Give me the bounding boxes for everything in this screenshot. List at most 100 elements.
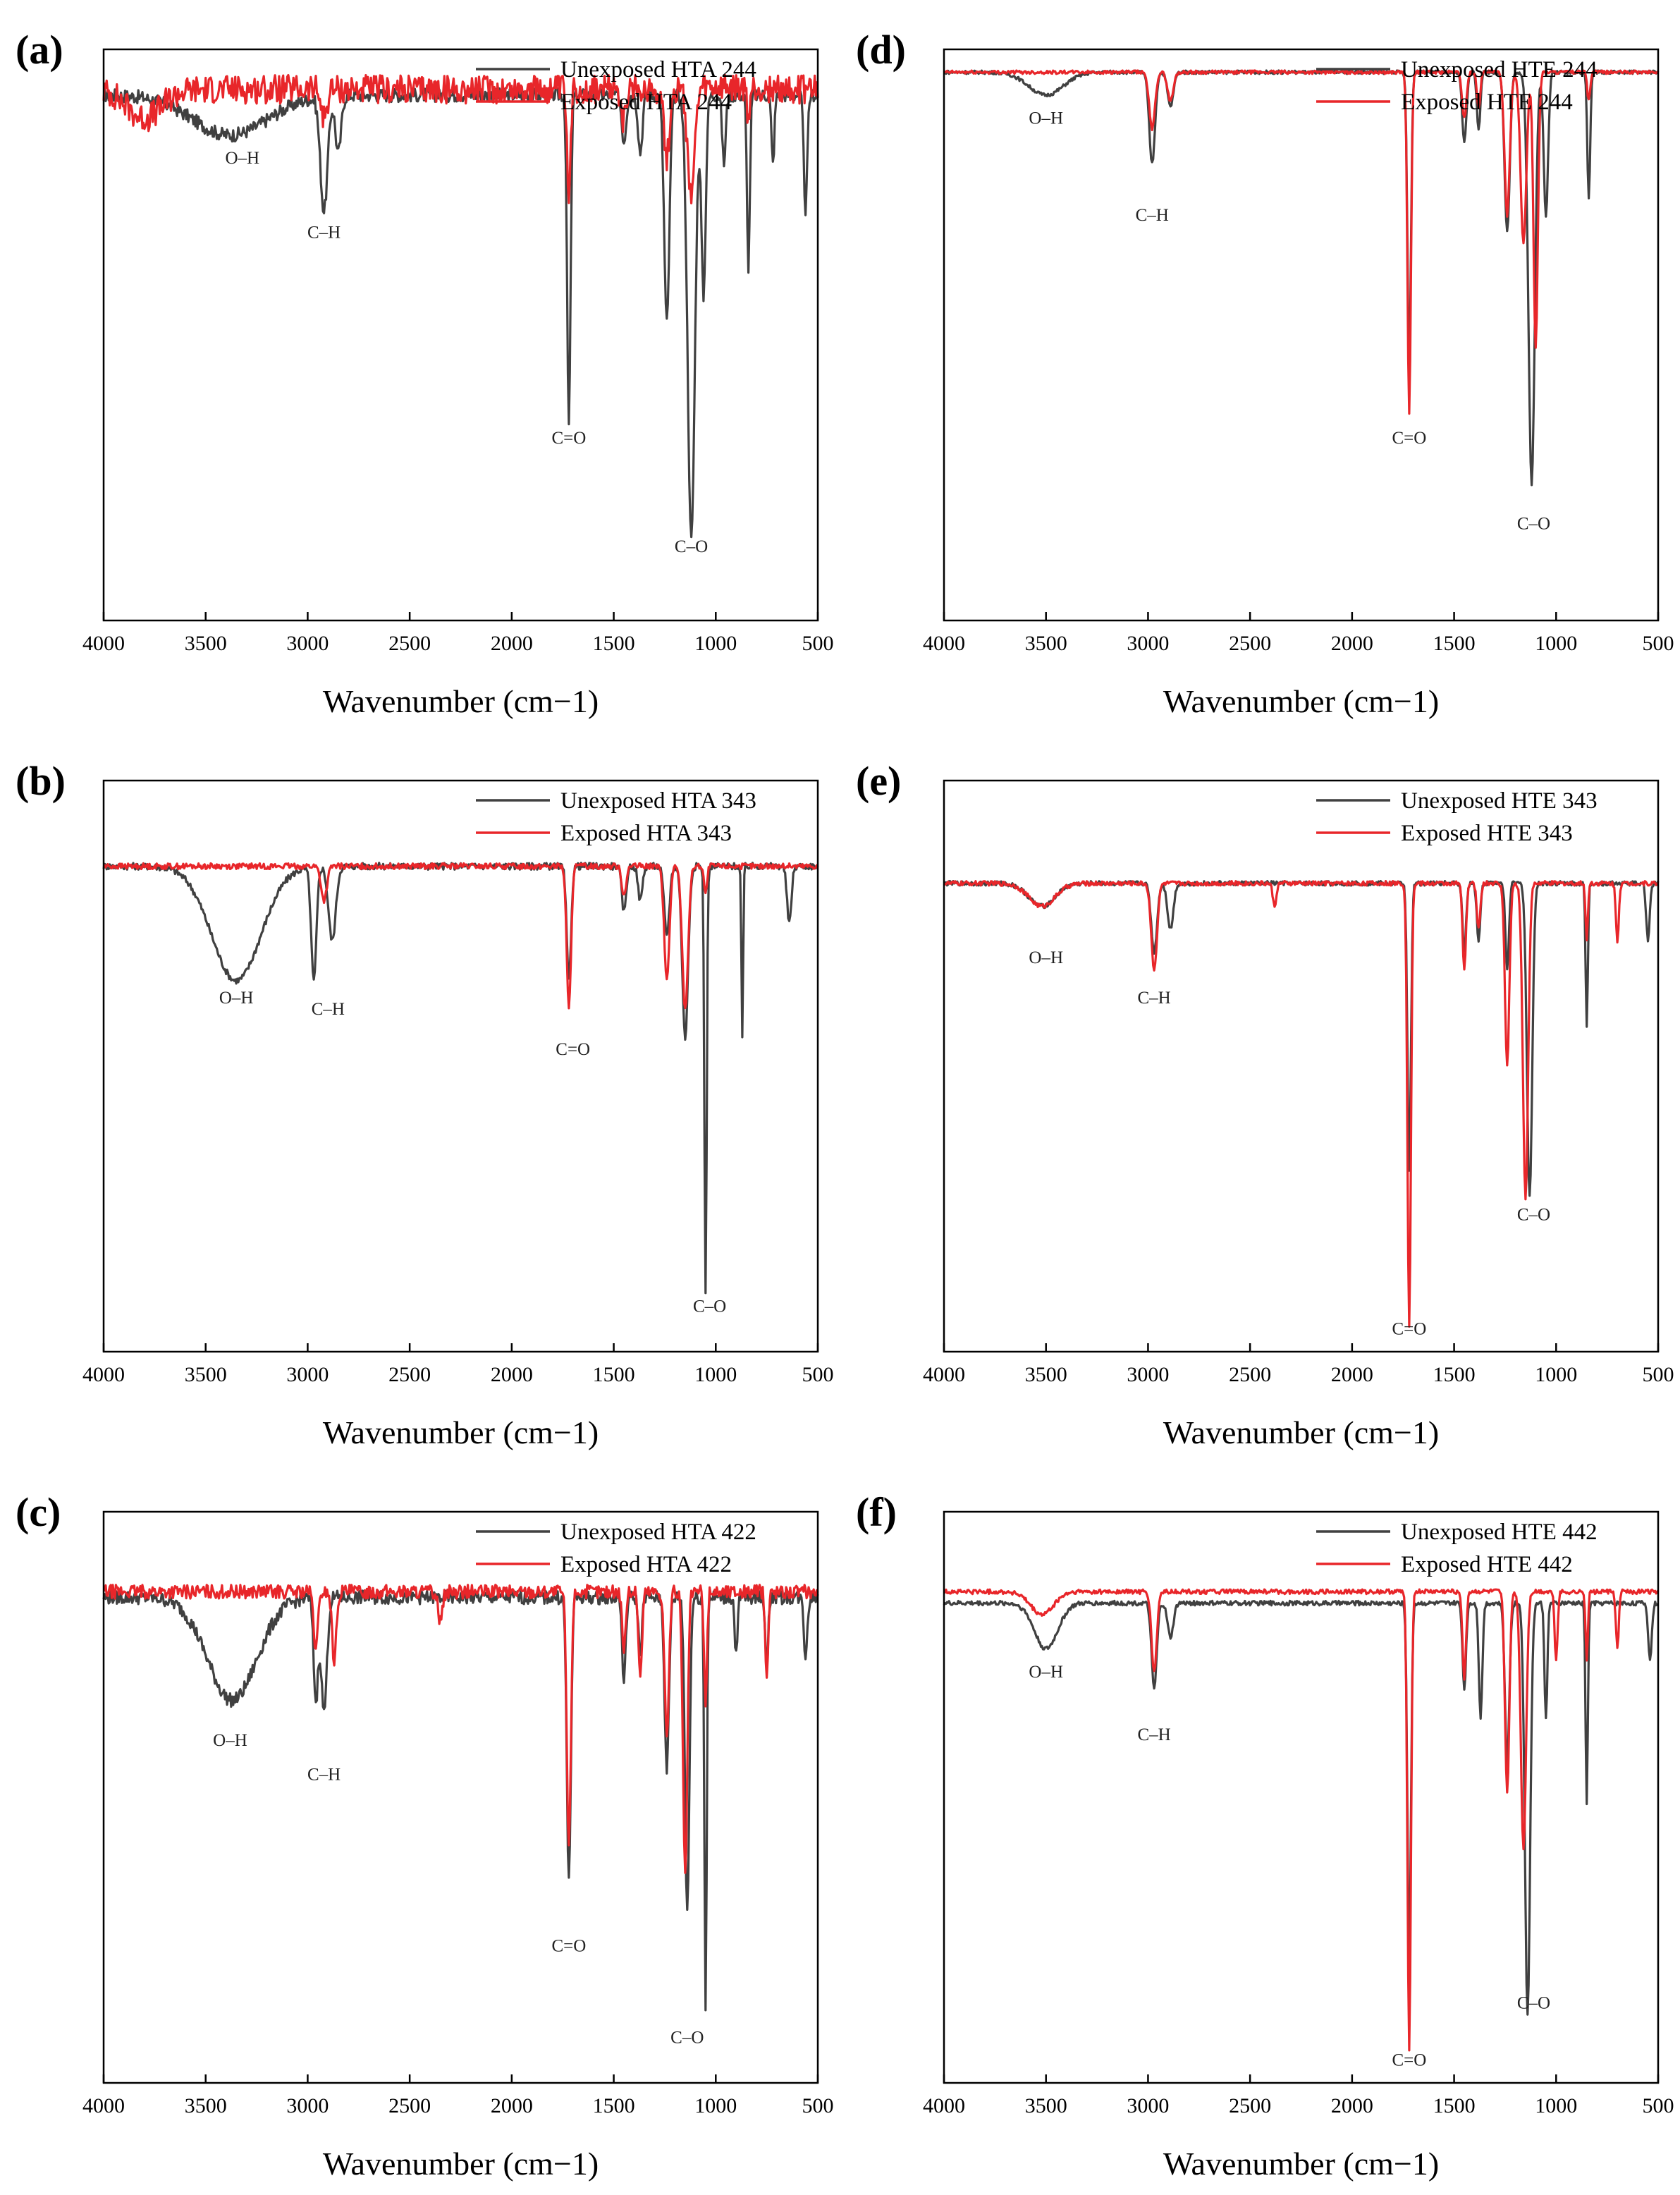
x-tick-label-d-5: 1500: [1433, 632, 1476, 655]
x-tick-label-a-2: 3000: [286, 632, 329, 655]
chart-d-svg: 4000 3500 3000 2500 2000 1500 1000 500 Wavenumbe…: [856, 27, 1674, 719]
annotation-e-1: C–H: [1137, 989, 1170, 1008]
series-line-c-exposed: [103, 1584, 819, 1874]
legend-label-f-unexposed: Unexposed HTE 442: [1401, 1520, 1598, 1545]
plot-frame-c: [102, 1510, 819, 2084]
chart-f-svg: 4000 3500 3000 2500 2000 1500 1000 500 Wavenumbe…: [856, 1489, 1674, 2182]
annotation-b-1: C–H: [312, 1000, 345, 1019]
legend-label-e-exposed: Exposed HTE 343: [1401, 821, 1573, 846]
annotation-b-3: C–O: [693, 1297, 726, 1316]
x-tick-label-c-0: 4000: [82, 2094, 125, 2117]
annotation-b-2: C=O: [556, 1040, 590, 1059]
series-line-e-unexposed: [943, 880, 1660, 1197]
x-tick-label-b-7: 500: [802, 1363, 834, 1386]
x-tick-label-f-3: 2500: [1229, 2094, 1271, 2117]
legend-label-c-unexposed: Unexposed HTA 422: [560, 1520, 756, 1545]
x-tick-label-a-6: 1000: [694, 632, 737, 655]
panel-label-f: (f): [856, 1489, 897, 1535]
legend-label-e-unexposed: Unexposed HTE 343: [1401, 788, 1598, 814]
x-tick-label-c-4: 2000: [491, 2094, 533, 2117]
annotation-a-0: O–H: [226, 149, 260, 168]
x-tick-label-d-4: 2000: [1331, 632, 1373, 655]
annotation-e-0: O–H: [1029, 948, 1063, 967]
x-tick-label-d-7: 500: [1643, 632, 1674, 655]
x-axis-label-a: Wavenumber (cm−1): [323, 683, 599, 719]
legend-label-c-exposed: Exposed HTA 422: [560, 1552, 732, 1577]
plot-frame-f: [943, 1510, 1660, 2084]
legend-label-d-exposed: Exposed HTE 244: [1401, 90, 1573, 115]
annotation-d-0: O–H: [1029, 109, 1063, 128]
series-line-b-unexposed: [102, 862, 818, 1295]
series-line-f-unexposed: [943, 1599, 1659, 2016]
legend-label-a-unexposed: Unexposed HTA 244: [560, 57, 756, 82]
x-tick-label-b-2: 3000: [286, 1363, 329, 1386]
x-tick-label-b-6: 1000: [694, 1363, 737, 1386]
annotation-d-3: C–O: [1517, 514, 1550, 533]
x-tick-label-f-6: 1000: [1535, 2094, 1577, 2117]
x-tick-label-a-7: 500: [802, 632, 834, 655]
series-line-d-unexposed: [943, 69, 1660, 487]
x-axis-label-b: Wavenumber (cm−1): [323, 1414, 599, 1450]
chart-a-svg: 4000 3500 3000 2500 2000 1500 1000 500 Wavenumbe…: [16, 27, 834, 719]
series-line-e-exposed: [943, 880, 1660, 1328]
x-tick-label-b-3: 2500: [388, 1363, 431, 1386]
chart-c-svg: 4000 3500 3000 2500 2000 1500 1000 500 Wavenumbe…: [16, 1489, 834, 2182]
panel-d: 4000 3500 3000 2500 2000 1500 1000 500 Wavenumbe…: [840, 0, 1680, 731]
x-tick-label-d-3: 2500: [1229, 632, 1271, 655]
panel-e: 4000 3500 3000 2500 2000 1500 1000 500 Wavenumbe…: [840, 731, 1680, 1462]
annotation-c-0: O–H: [213, 1731, 247, 1750]
x-tick-label-c-2: 3000: [286, 2094, 329, 2117]
x-tick-label-c-7: 500: [802, 2094, 834, 2117]
x-axis-label-f: Wavenumber (cm−1): [1163, 2146, 1439, 2182]
panel-label-e: (e): [856, 758, 901, 804]
x-tick-label-d-6: 1000: [1535, 632, 1577, 655]
x-tick-label-f-1: 3500: [1025, 2094, 1067, 2117]
x-tick-label-a-3: 2500: [388, 632, 431, 655]
x-tick-label-b-4: 2000: [491, 1363, 533, 1386]
x-tick-label-d-2: 3000: [1127, 632, 1169, 655]
annotation-c-2: C=O: [551, 1937, 586, 1956]
x-tick-label-e-6: 1000: [1535, 1363, 1577, 1386]
annotation-f-1: C–H: [1137, 1725, 1170, 1744]
annotation-f-3: C–O: [1517, 1994, 1550, 2013]
panel-label-d: (d): [856, 27, 906, 73]
panel-f: 4000 3500 3000 2500 2000 1500 1000 500 Wavenumbe…: [840, 1462, 1680, 2194]
legend-label-d-unexposed: Unexposed HTE 244: [1401, 57, 1598, 82]
x-tick-label-a-1: 3500: [185, 632, 227, 655]
annotation-c-3: C–O: [670, 2028, 704, 2047]
legend-label-f-exposed: Exposed HTE 442: [1401, 1552, 1573, 1577]
legend-label-a-exposed: Exposed HTA 244: [560, 90, 732, 115]
x-tick-label-e-2: 3000: [1127, 1363, 1169, 1386]
series-line-b-exposed: [102, 862, 819, 1010]
panel-b: 4000 3500 3000 2500 2000 1500 1000 500 Wavenumbe…: [0, 731, 840, 1462]
plot-frame-d: [943, 48, 1660, 622]
x-axis-label-e: Wavenumber (cm−1): [1163, 1414, 1439, 1450]
x-tick-label-f-2: 3000: [1127, 2094, 1169, 2117]
plot-frame-b: [102, 779, 819, 1353]
annotation-d-2: C=O: [1392, 429, 1426, 448]
x-tick-label-d-1: 3500: [1025, 632, 1067, 655]
series-line-a-exposed: [102, 73, 819, 204]
x-tick-label-f-7: 500: [1643, 2094, 1674, 2117]
x-tick-label-d-0: 4000: [923, 632, 965, 655]
x-axis-label-d: Wavenumber (cm−1): [1163, 683, 1439, 719]
annotation-a-1: C–H: [307, 223, 341, 242]
x-tick-label-f-0: 4000: [923, 2094, 965, 2117]
chart-e-svg: 4000 3500 3000 2500 2000 1500 1000 500 Wavenumbe…: [856, 758, 1674, 1450]
x-tick-label-e-1: 3500: [1025, 1363, 1067, 1386]
x-tick-label-c-5: 1500: [593, 2094, 635, 2117]
panel-label-a: (a): [16, 27, 63, 73]
annotation-e-2: C=O: [1392, 1320, 1426, 1339]
x-tick-label-a-5: 1500: [593, 632, 635, 655]
series-line-a-unexposed: [103, 87, 819, 539]
x-tick-label-c-6: 1000: [694, 2094, 737, 2117]
x-tick-label-e-5: 1500: [1433, 1363, 1476, 1386]
x-tick-label-e-7: 500: [1643, 1363, 1674, 1386]
annotation-f-0: O–H: [1029, 1663, 1063, 1682]
x-tick-label-b-0: 4000: [82, 1363, 125, 1386]
annotation-f-2: C=O: [1392, 2051, 1426, 2070]
chart-b-svg: 4000 3500 3000 2500 2000 1500 1000 500 Wavenumbe…: [16, 758, 834, 1450]
x-tick-label-b-1: 3500: [185, 1363, 227, 1386]
series-line-d-exposed: [943, 69, 1659, 415]
x-tick-label-b-5: 1500: [593, 1363, 635, 1386]
